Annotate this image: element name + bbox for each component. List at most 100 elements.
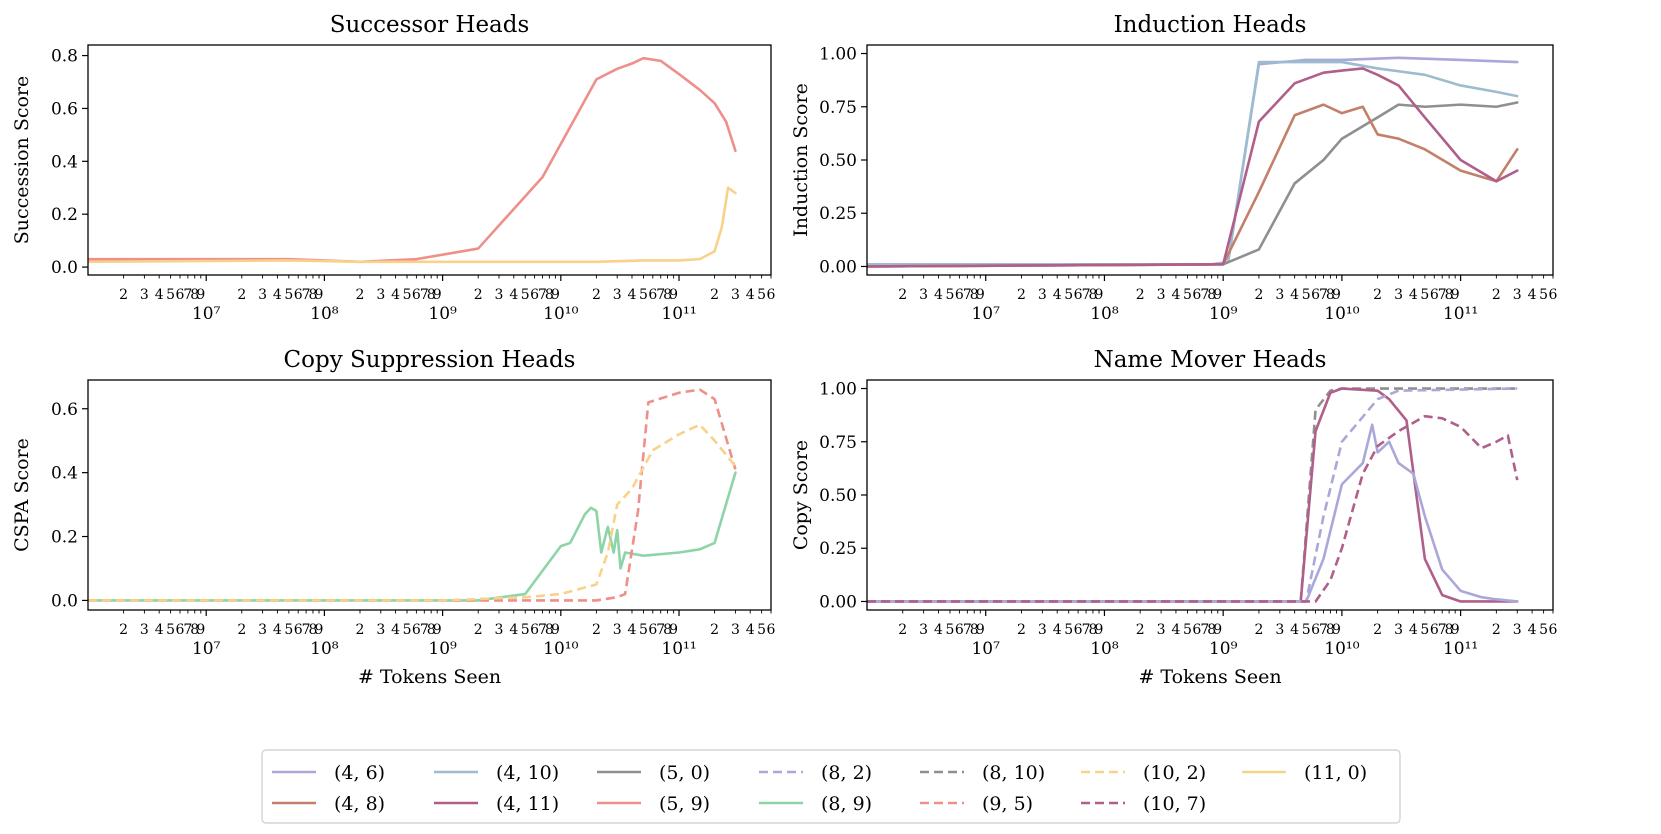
x-minor-tick-label: 8 <box>1445 287 1454 303</box>
x-minor-tick-label: 2 <box>1017 622 1026 638</box>
series-line-4-11 <box>867 387 1519 603</box>
x-tick-label: 10⁸ <box>310 639 339 659</box>
x-minor-tick-label: 2 <box>474 622 483 638</box>
x-minor-tick-label: 2 <box>474 287 483 303</box>
legend-item-4-11: (4, 11) <box>434 793 559 815</box>
x-minor-tick-label: 2 <box>119 287 128 303</box>
x-tick-label: 10⁸ <box>310 304 339 324</box>
x-minor-tick-label: 6 <box>1311 622 1320 638</box>
x-minor-tick-label: 5 <box>757 287 766 303</box>
x-minor-tick-label: 7 <box>183 287 192 303</box>
panel-copy-suppression-heads: Copy Suppression Heads CSPA Score # Tokens… <box>11 347 776 688</box>
legend-frame <box>261 749 1401 824</box>
x-minor-tick-label: 3 <box>1513 287 1522 303</box>
x-minor-tick-label: 2 <box>356 622 365 638</box>
x-minor-tick-label: 4 <box>628 622 637 638</box>
x-tick-label: 10⁹ <box>1209 639 1238 659</box>
x-minor-tick-label: 7 <box>538 287 547 303</box>
x-minor-tick-label: 9 <box>976 622 985 638</box>
y-tick-label: 0.75 <box>819 433 857 453</box>
legend-item-5-0: (5, 0) <box>597 762 710 784</box>
legend-label: (4, 11) <box>496 793 559 815</box>
legend-item-10-7: (10, 7) <box>1081 793 1206 815</box>
x-minor-tick-label: 5 <box>403 287 412 303</box>
legend-label: (8, 9) <box>821 793 872 815</box>
x-minor-tick-label: 5 <box>284 287 293 303</box>
y-tick-label: 0.25 <box>819 204 857 224</box>
x-tick-label: 10¹⁰ <box>543 304 578 324</box>
x-minor-tick-label: 5 <box>403 622 412 638</box>
x-minor-tick-label: 7 <box>538 622 547 638</box>
y-axis-label: Succession Score <box>11 76 33 245</box>
x-minor-tick-label: 7 <box>302 622 311 638</box>
series-group <box>867 387 1519 603</box>
panel-induction-heads: Induction Heads Induction Score 0.00 0.25 0.… <box>790 12 1558 324</box>
x-minor-tick-label: 3 <box>1157 287 1166 303</box>
x-minor-tick-label: 2 <box>1136 622 1145 638</box>
y-tick-label: 0.6 <box>51 400 78 420</box>
x-tick-label: 10⁷ <box>971 639 1000 659</box>
x-tick-label: 10⁷ <box>192 304 221 324</box>
x-minor-tick-label: 9 <box>669 287 678 303</box>
x-minor-tick-label: 4 <box>273 622 282 638</box>
x-minor-tick-label: 5 <box>521 622 530 638</box>
legend-item-11-0: (11, 0) <box>1242 762 1367 784</box>
x-minor-tick-label: 5 <box>946 622 955 638</box>
x-minor-tick-label: 8 <box>970 287 979 303</box>
y-tick-label: 1.00 <box>819 45 857 65</box>
legend-label: (4, 10) <box>496 762 559 784</box>
x-minor-tick-label: 6 <box>1192 287 1201 303</box>
x-minor-tick-label: 9 <box>1095 287 1104 303</box>
series-line-4-10 <box>867 60 1519 266</box>
series-line-4-6 <box>867 423 1519 603</box>
y-tick-label: 0.00 <box>819 592 857 612</box>
y-tick-label: 0.75 <box>819 98 857 118</box>
x-minor-tick-label: 9 <box>551 287 560 303</box>
x-tick-label: 10⁸ <box>1090 639 1119 659</box>
x-minor-tick-label: 2 <box>1373 622 1382 638</box>
y-tick-label: 0.0 <box>51 591 78 611</box>
x-minor-tick-label: 4 <box>391 287 400 303</box>
x-minor-tick-label: 2 <box>1017 287 1026 303</box>
y-axis-label: Copy Score <box>790 440 812 550</box>
legend-label: (4, 8) <box>334 793 385 815</box>
x-minor-tick-label: 6 <box>1430 622 1439 638</box>
x-tick-label: 10¹⁰ <box>1324 639 1359 659</box>
y-axis-label: CSPA Score <box>11 438 33 552</box>
x-minor-tick-label: 4 <box>155 622 164 638</box>
x-minor-tick-label: 6 <box>955 622 964 638</box>
x-minor-tick-label: 7 <box>1319 622 1328 638</box>
x-minor-tick-label: 8 <box>308 622 317 638</box>
x-minor-tick-label: 2 <box>119 622 128 638</box>
series-line-9-5 <box>88 388 737 602</box>
x-minor-tick-label: 8 <box>1326 622 1335 638</box>
x-minor-tick-label: 9 <box>1332 287 1341 303</box>
x-minor-tick-label: 8 <box>1088 287 1097 303</box>
panel-successor-heads: Successor Heads Succession Score 0.0 0.2 0.4… <box>11 12 776 324</box>
x-minor-tick-label: 3 <box>1157 622 1166 638</box>
x-minor-tick-label: 3 <box>1275 622 1284 638</box>
x-minor-tick-label: 2 <box>898 622 907 638</box>
x-minor-tick-label: 7 <box>1200 287 1209 303</box>
x-minor-tick-label: 3 <box>495 287 504 303</box>
legend-item-8-10: (8, 10) <box>920 762 1045 784</box>
x-minor-tick-label: 2 <box>710 622 719 638</box>
series-line-4-11 <box>867 67 1519 268</box>
y-tick-label: 0.8 <box>51 47 78 67</box>
x-minor-tick-label: 5 <box>639 287 648 303</box>
x-minor-tick-label: 4 <box>1409 287 1418 303</box>
x-tick-label: 10¹⁰ <box>1324 304 1359 324</box>
x-minor-tick-label: 4 <box>934 287 943 303</box>
legend-item-4-8: (4, 8) <box>272 793 385 815</box>
series-line-4-6 <box>867 56 1519 266</box>
x-minor-tick-label: 9 <box>1095 622 1104 638</box>
x-axis-label: # Tokens Seen <box>358 666 501 688</box>
chart-title: Name Mover Heads <box>1094 347 1327 373</box>
x-minor-tick-label: 6 <box>648 622 657 638</box>
x-minor-tick-label: 6 <box>1074 622 1083 638</box>
x-minor-tick-label: 2 <box>592 622 601 638</box>
x-minor-tick-label: 6 <box>1430 287 1439 303</box>
x-minor-tick-label: 9 <box>1332 622 1341 638</box>
x-minor-tick-label: 7 <box>1438 287 1447 303</box>
